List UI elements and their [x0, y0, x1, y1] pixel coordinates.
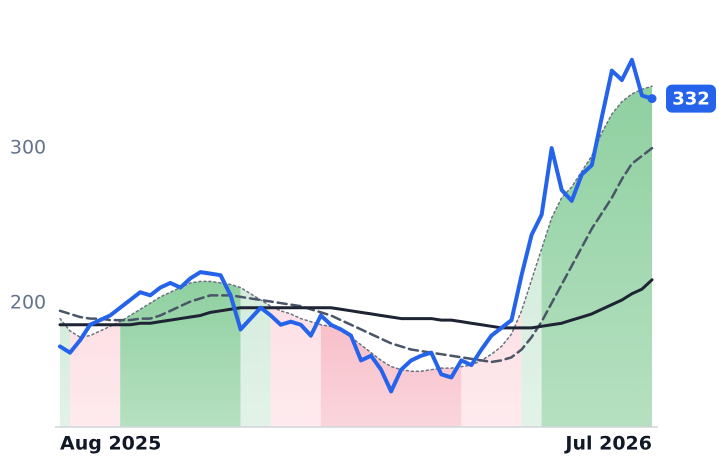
x-tick-label: Jul 2026 [563, 433, 652, 455]
last-value-label: 332 [672, 89, 710, 110]
band-fade [461, 310, 522, 427]
x-tick-label: Aug 2025 [60, 433, 161, 455]
y-tick-label: 200 [10, 292, 46, 314]
price-line [58, 146, 654, 364]
price-line [59, 85, 653, 372]
price-line [58, 278, 654, 330]
band-fade [60, 318, 71, 427]
band-fade [270, 306, 321, 427]
band-fade [120, 281, 241, 427]
last-dot [647, 94, 657, 104]
band-fade [541, 86, 652, 427]
y-tick-label: 300 [10, 137, 46, 159]
last-badge [666, 84, 716, 113]
price-line [58, 57, 654, 394]
band-fade [70, 321, 121, 427]
